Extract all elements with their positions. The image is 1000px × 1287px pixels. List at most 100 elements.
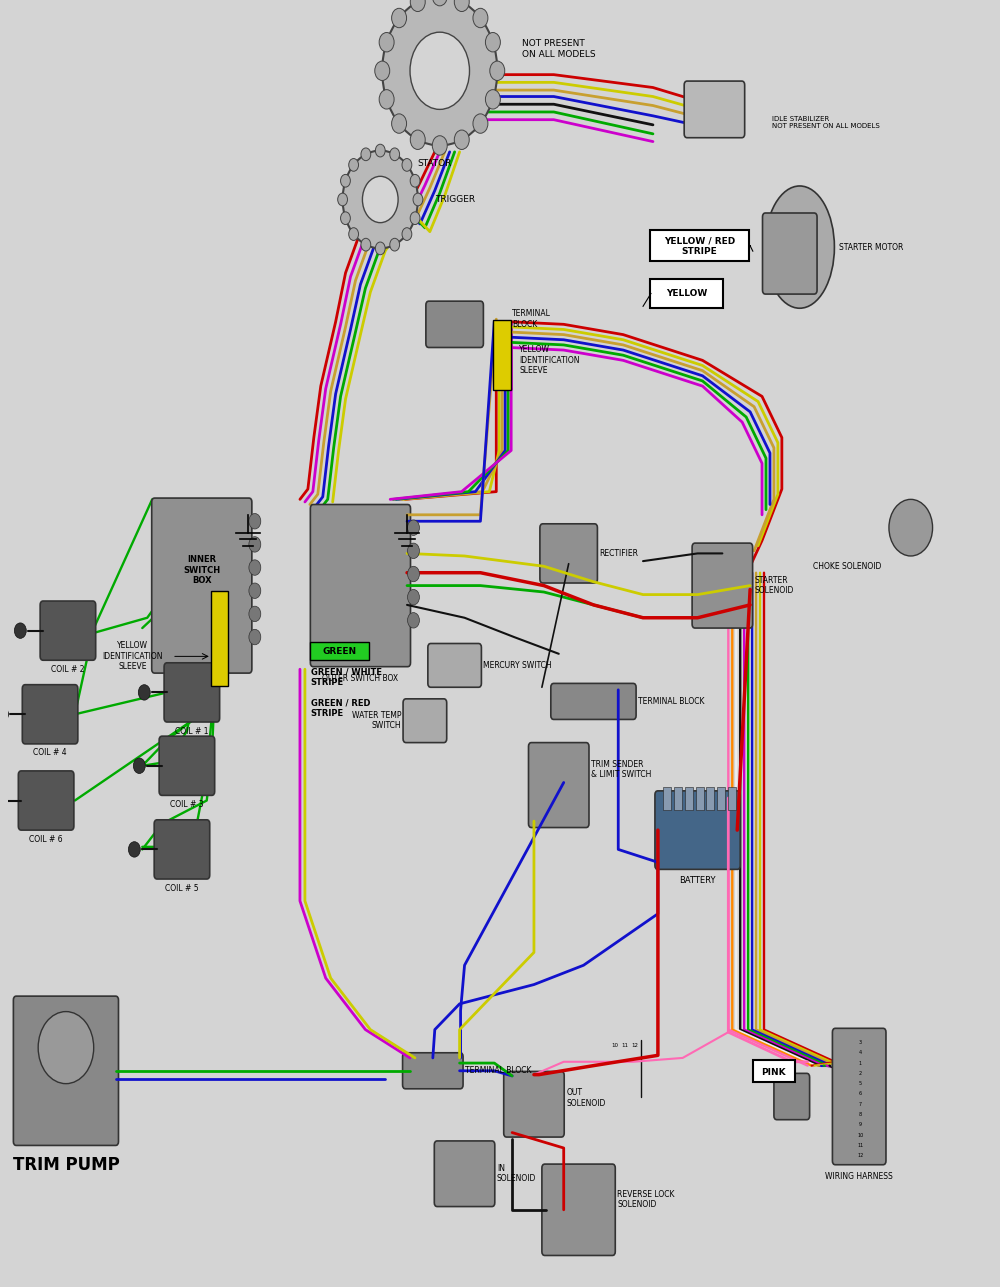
Text: OUTER SWITCH BOX: OUTER SWITCH BOX [322,674,398,682]
Circle shape [379,90,394,109]
Text: PINK: PINK [762,1068,786,1076]
Text: MERCURY SWITCH: MERCURY SWITCH [483,662,552,669]
Circle shape [485,32,500,51]
FancyBboxPatch shape [310,642,369,660]
Circle shape [349,158,359,171]
Circle shape [490,60,505,81]
Text: 11: 11 [622,1042,629,1048]
FancyBboxPatch shape [18,771,74,830]
Text: YELLOW
IDENTIFICATION
SLEEVE: YELLOW IDENTIFICATION SLEEVE [519,345,580,376]
Text: IN
SOLENOID: IN SOLENOID [497,1163,536,1184]
Text: INNER
SWITCH
BOX: INNER SWITCH BOX [183,555,220,586]
Text: GREEN / RED
STRIPE: GREEN / RED STRIPE [311,698,370,718]
Circle shape [473,113,488,134]
Text: 11: 11 [857,1143,863,1148]
Text: REVERSE LOCK
SOLENOID: REVERSE LOCK SOLENOID [617,1189,675,1210]
Text: TRIGGER: TRIGGER [435,196,475,203]
FancyBboxPatch shape [774,1073,810,1120]
Circle shape [408,520,419,535]
Bar [706,786,714,811]
Circle shape [375,60,390,81]
Circle shape [410,175,420,187]
FancyBboxPatch shape [650,230,749,261]
Ellipse shape [765,187,834,309]
Bar [696,786,704,811]
Circle shape [392,113,407,134]
Text: COIL # 5: COIL # 5 [165,884,199,892]
Circle shape [349,228,359,241]
Text: WIRING HARNESS: WIRING HARNESS [825,1172,893,1180]
Circle shape [343,151,418,248]
FancyBboxPatch shape [434,1140,495,1207]
Bar [685,786,693,811]
Text: 7: 7 [859,1102,862,1107]
Circle shape [0,793,4,808]
FancyBboxPatch shape [310,505,411,667]
FancyBboxPatch shape [542,1163,615,1256]
FancyBboxPatch shape [22,685,78,744]
FancyBboxPatch shape [753,1060,795,1082]
Circle shape [432,135,447,156]
Text: YELLOW
IDENTIFICATION
SLEEVE: YELLOW IDENTIFICATION SLEEVE [102,641,163,672]
Circle shape [128,842,140,857]
Circle shape [413,193,423,206]
Text: TRIM PUMP: TRIM PUMP [13,1156,119,1174]
FancyBboxPatch shape [504,1071,564,1138]
Text: CHOKE SOLENOID: CHOKE SOLENOID [813,562,881,570]
Circle shape [375,144,385,157]
Circle shape [249,583,261,598]
Bar [728,786,736,811]
Text: TERMINAL BLOCK: TERMINAL BLOCK [465,1067,532,1075]
Text: 3: 3 [859,1040,862,1045]
Circle shape [473,8,488,28]
Text: BATTERY: BATTERY [679,876,716,885]
Text: COIL # 4: COIL # 4 [33,749,67,757]
Text: OUT
SOLENOID: OUT SOLENOID [566,1088,606,1108]
Circle shape [410,0,425,12]
Text: 1: 1 [859,1060,862,1066]
Circle shape [362,176,398,223]
FancyBboxPatch shape [154,820,210,879]
Text: 4: 4 [859,1050,862,1055]
Circle shape [410,32,470,109]
FancyBboxPatch shape [832,1028,886,1165]
Text: GREEN: GREEN [323,647,357,655]
Circle shape [432,0,447,6]
FancyBboxPatch shape [40,601,96,660]
Circle shape [0,707,8,722]
Text: 10: 10 [857,1133,863,1138]
Text: 2: 2 [859,1071,862,1076]
Text: COIL # 6: COIL # 6 [29,835,63,843]
FancyBboxPatch shape [692,543,753,628]
Circle shape [249,629,261,645]
Circle shape [361,238,371,251]
Circle shape [410,130,425,149]
Text: 9: 9 [859,1122,862,1127]
Text: 10: 10 [612,1042,619,1048]
FancyBboxPatch shape [426,301,483,347]
Text: COIL # 3: COIL # 3 [170,801,204,808]
FancyBboxPatch shape [650,279,723,308]
Circle shape [382,0,497,145]
Circle shape [375,242,385,255]
Circle shape [249,537,261,552]
Circle shape [485,90,500,109]
Text: STARTER
SOLENOID: STARTER SOLENOID [755,575,794,596]
FancyBboxPatch shape [529,743,589,828]
Text: COIL # 2: COIL # 2 [51,665,85,673]
Circle shape [341,175,350,187]
FancyBboxPatch shape [493,320,511,390]
Text: YELLOW / RED
STRIPE: YELLOW / RED STRIPE [664,236,735,256]
FancyBboxPatch shape [164,663,220,722]
Text: WATER TEMP
SWITCH: WATER TEMP SWITCH [352,710,401,731]
Circle shape [889,499,933,556]
Circle shape [338,193,347,206]
FancyBboxPatch shape [763,212,817,293]
FancyBboxPatch shape [159,736,215,795]
Circle shape [390,148,400,161]
Circle shape [454,0,469,12]
Bar [717,786,725,811]
Text: TERMINAL
BLOCK: TERMINAL BLOCK [512,309,551,329]
Circle shape [133,758,145,773]
FancyBboxPatch shape [655,790,740,870]
